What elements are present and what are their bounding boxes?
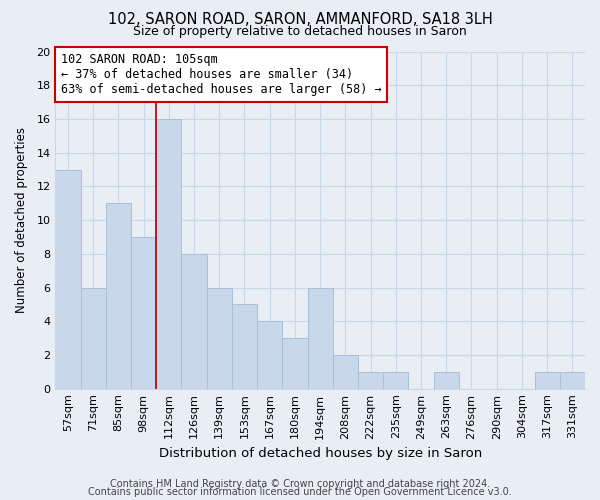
Bar — [232, 304, 257, 388]
Bar — [131, 237, 156, 388]
Bar — [257, 321, 283, 388]
Bar — [383, 372, 409, 388]
Text: Contains HM Land Registry data © Crown copyright and database right 2024.: Contains HM Land Registry data © Crown c… — [110, 479, 490, 489]
Bar — [80, 288, 106, 388]
Bar — [206, 288, 232, 388]
Text: Contains public sector information licensed under the Open Government Licence v3: Contains public sector information licen… — [88, 487, 512, 497]
Bar — [434, 372, 459, 388]
Bar — [283, 338, 308, 388]
Bar — [106, 203, 131, 388]
Y-axis label: Number of detached properties: Number of detached properties — [15, 127, 28, 313]
Text: Size of property relative to detached houses in Saron: Size of property relative to detached ho… — [133, 25, 467, 38]
Bar — [308, 288, 333, 388]
Bar — [156, 119, 181, 388]
Text: 102, SARON ROAD, SARON, AMMANFORD, SA18 3LH: 102, SARON ROAD, SARON, AMMANFORD, SA18 … — [107, 12, 493, 28]
Bar — [181, 254, 206, 388]
Bar — [333, 355, 358, 388]
X-axis label: Distribution of detached houses by size in Saron: Distribution of detached houses by size … — [158, 447, 482, 460]
Text: 102 SARON ROAD: 105sqm
← 37% of detached houses are smaller (34)
63% of semi-det: 102 SARON ROAD: 105sqm ← 37% of detached… — [61, 53, 381, 96]
Bar — [535, 372, 560, 388]
Bar — [358, 372, 383, 388]
Bar — [55, 170, 80, 388]
Bar — [560, 372, 585, 388]
